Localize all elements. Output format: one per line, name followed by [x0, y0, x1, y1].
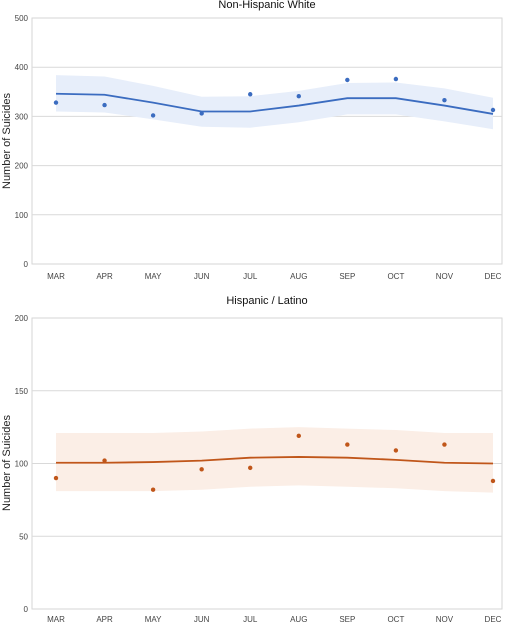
- x-tick-label: JUL: [243, 615, 258, 624]
- observed-point: [248, 92, 253, 97]
- x-tick-label: MAY: [145, 615, 162, 624]
- x-tick-label: SEP: [339, 615, 355, 624]
- chart-panel-1: 0 100 200 300 400 500 MAR APR MAY JUN JUL AUG SEP OCT…: [1, 0, 503, 281]
- y-tick-label: 200: [15, 314, 29, 323]
- y-tick-label: 100: [15, 460, 29, 469]
- y-tick-label: 50: [19, 532, 28, 541]
- observed-point: [296, 94, 301, 99]
- y-tick-label: 300: [15, 112, 29, 121]
- chart-title: Non-Hispanic White: [218, 0, 315, 11]
- x-tick-label: NOV: [436, 272, 454, 281]
- x-tick-label: NOV: [436, 615, 454, 624]
- confidence-band: [56, 427, 493, 493]
- observed-point: [393, 76, 399, 82]
- confidence-band: [56, 75, 493, 130]
- y-tick-label: 500: [15, 14, 29, 23]
- y-tick-label: 100: [15, 211, 29, 220]
- observed-point: [248, 465, 253, 471]
- observed-point: [102, 458, 107, 463]
- observed-point: [53, 100, 59, 105]
- x-tick-label: DEC: [485, 272, 502, 281]
- x-tick-label: DEC: [485, 615, 502, 624]
- x-tick-label: APR: [96, 615, 113, 624]
- x-tick-label: MAY: [145, 272, 162, 281]
- observed-point: [393, 448, 399, 453]
- observed-point: [150, 113, 156, 118]
- x-tick-label: JUN: [194, 615, 210, 624]
- observed-point: [296, 433, 301, 439]
- x-tick-label: OCT: [387, 615, 404, 624]
- observed-point: [345, 442, 350, 447]
- chart-panel-2: 0 50 100 150 200 MAR APR MAY JUN JUL AUG SEP OCT NOV D…: [1, 295, 503, 624]
- y-axis-label: Number of Suicides: [1, 415, 13, 511]
- y-tick-label: 200: [15, 162, 29, 171]
- y-tick-label: 0: [24, 605, 29, 614]
- y-tick-label: 400: [15, 63, 29, 72]
- observed-point: [490, 107, 496, 113]
- x-tick-label: APR: [96, 272, 113, 281]
- observed-point: [490, 478, 496, 484]
- observed-point: [150, 487, 156, 492]
- y-tick-label: 0: [24, 260, 29, 269]
- observed-point: [442, 97, 447, 103]
- y-tick-label: 150: [15, 387, 29, 396]
- x-tick-label: MAR: [47, 615, 65, 624]
- x-tick-label: JUL: [243, 272, 258, 281]
- observed-point: [53, 475, 59, 481]
- x-tick-label: AUG: [290, 615, 307, 624]
- x-tick-label: OCT: [387, 272, 404, 281]
- x-tick-label: MAR: [47, 272, 65, 281]
- plot-area: [31, 17, 503, 265]
- y-axis-label: Number of Suicides: [1, 93, 13, 189]
- expected-line: [55, 92, 494, 115]
- observed-point: [345, 77, 350, 83]
- observed-point: [442, 442, 447, 447]
- observed-point: [102, 102, 107, 108]
- chart-title: Hispanic / Latino: [226, 295, 307, 307]
- observed-point: [199, 467, 204, 472]
- x-tick-label: SEP: [339, 272, 355, 281]
- expected-line: [56, 456, 494, 465]
- x-tick-label: JUN: [194, 272, 210, 281]
- x-tick-label: AUG: [290, 272, 307, 281]
- observed-point: [199, 111, 204, 116]
